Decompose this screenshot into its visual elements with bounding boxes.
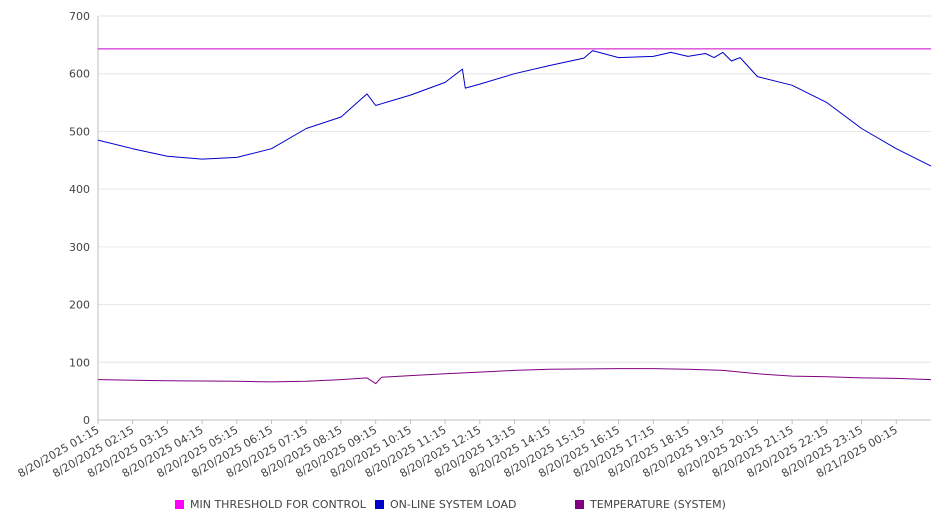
x-axis-tick-labels: 8/20/2025 01:158/20/2025 02:158/20/2025 … [16,423,900,480]
legend-label-threshold: MIN THRESHOLD FOR CONTROL [190,498,366,511]
legend-item-system-load: ON-LINE SYSTEM LOAD [375,498,516,511]
legend: MIN THRESHOLD FOR CONTROL ON-LINE SYSTEM… [0,498,946,518]
y-tick-label: 200 [69,299,90,312]
legend-label-temperature: TEMPERATURE (SYSTEM) [590,498,726,511]
y-tick-label: 400 [69,183,90,196]
y-tick-label: 500 [69,125,90,138]
temperature-line [97,368,932,385]
y-tick-label: 0 [83,414,90,427]
y-tick-label: 700 [69,10,90,23]
y-axis-tick-labels: 0 100 200 300 400 500 600 700 [69,10,90,427]
y-tick-label: 600 [69,68,90,81]
legend-label-system-load: ON-LINE SYSTEM LOAD [390,498,517,511]
grid-lines [98,15,931,363]
y-tick-label: 100 [69,356,90,369]
legend-item-threshold: MIN THRESHOLD FOR CONTROL [175,498,366,511]
system-load-line [97,50,932,167]
legend-item-temperature: TEMPERATURE (SYSTEM) [575,498,726,511]
legend-swatch-threshold [175,500,184,509]
y-tick-label: 300 [69,241,90,254]
legend-swatch-system-load [375,500,384,509]
axes [97,16,931,424]
series-lines [97,48,932,385]
legend-swatch-temperature [575,500,584,509]
